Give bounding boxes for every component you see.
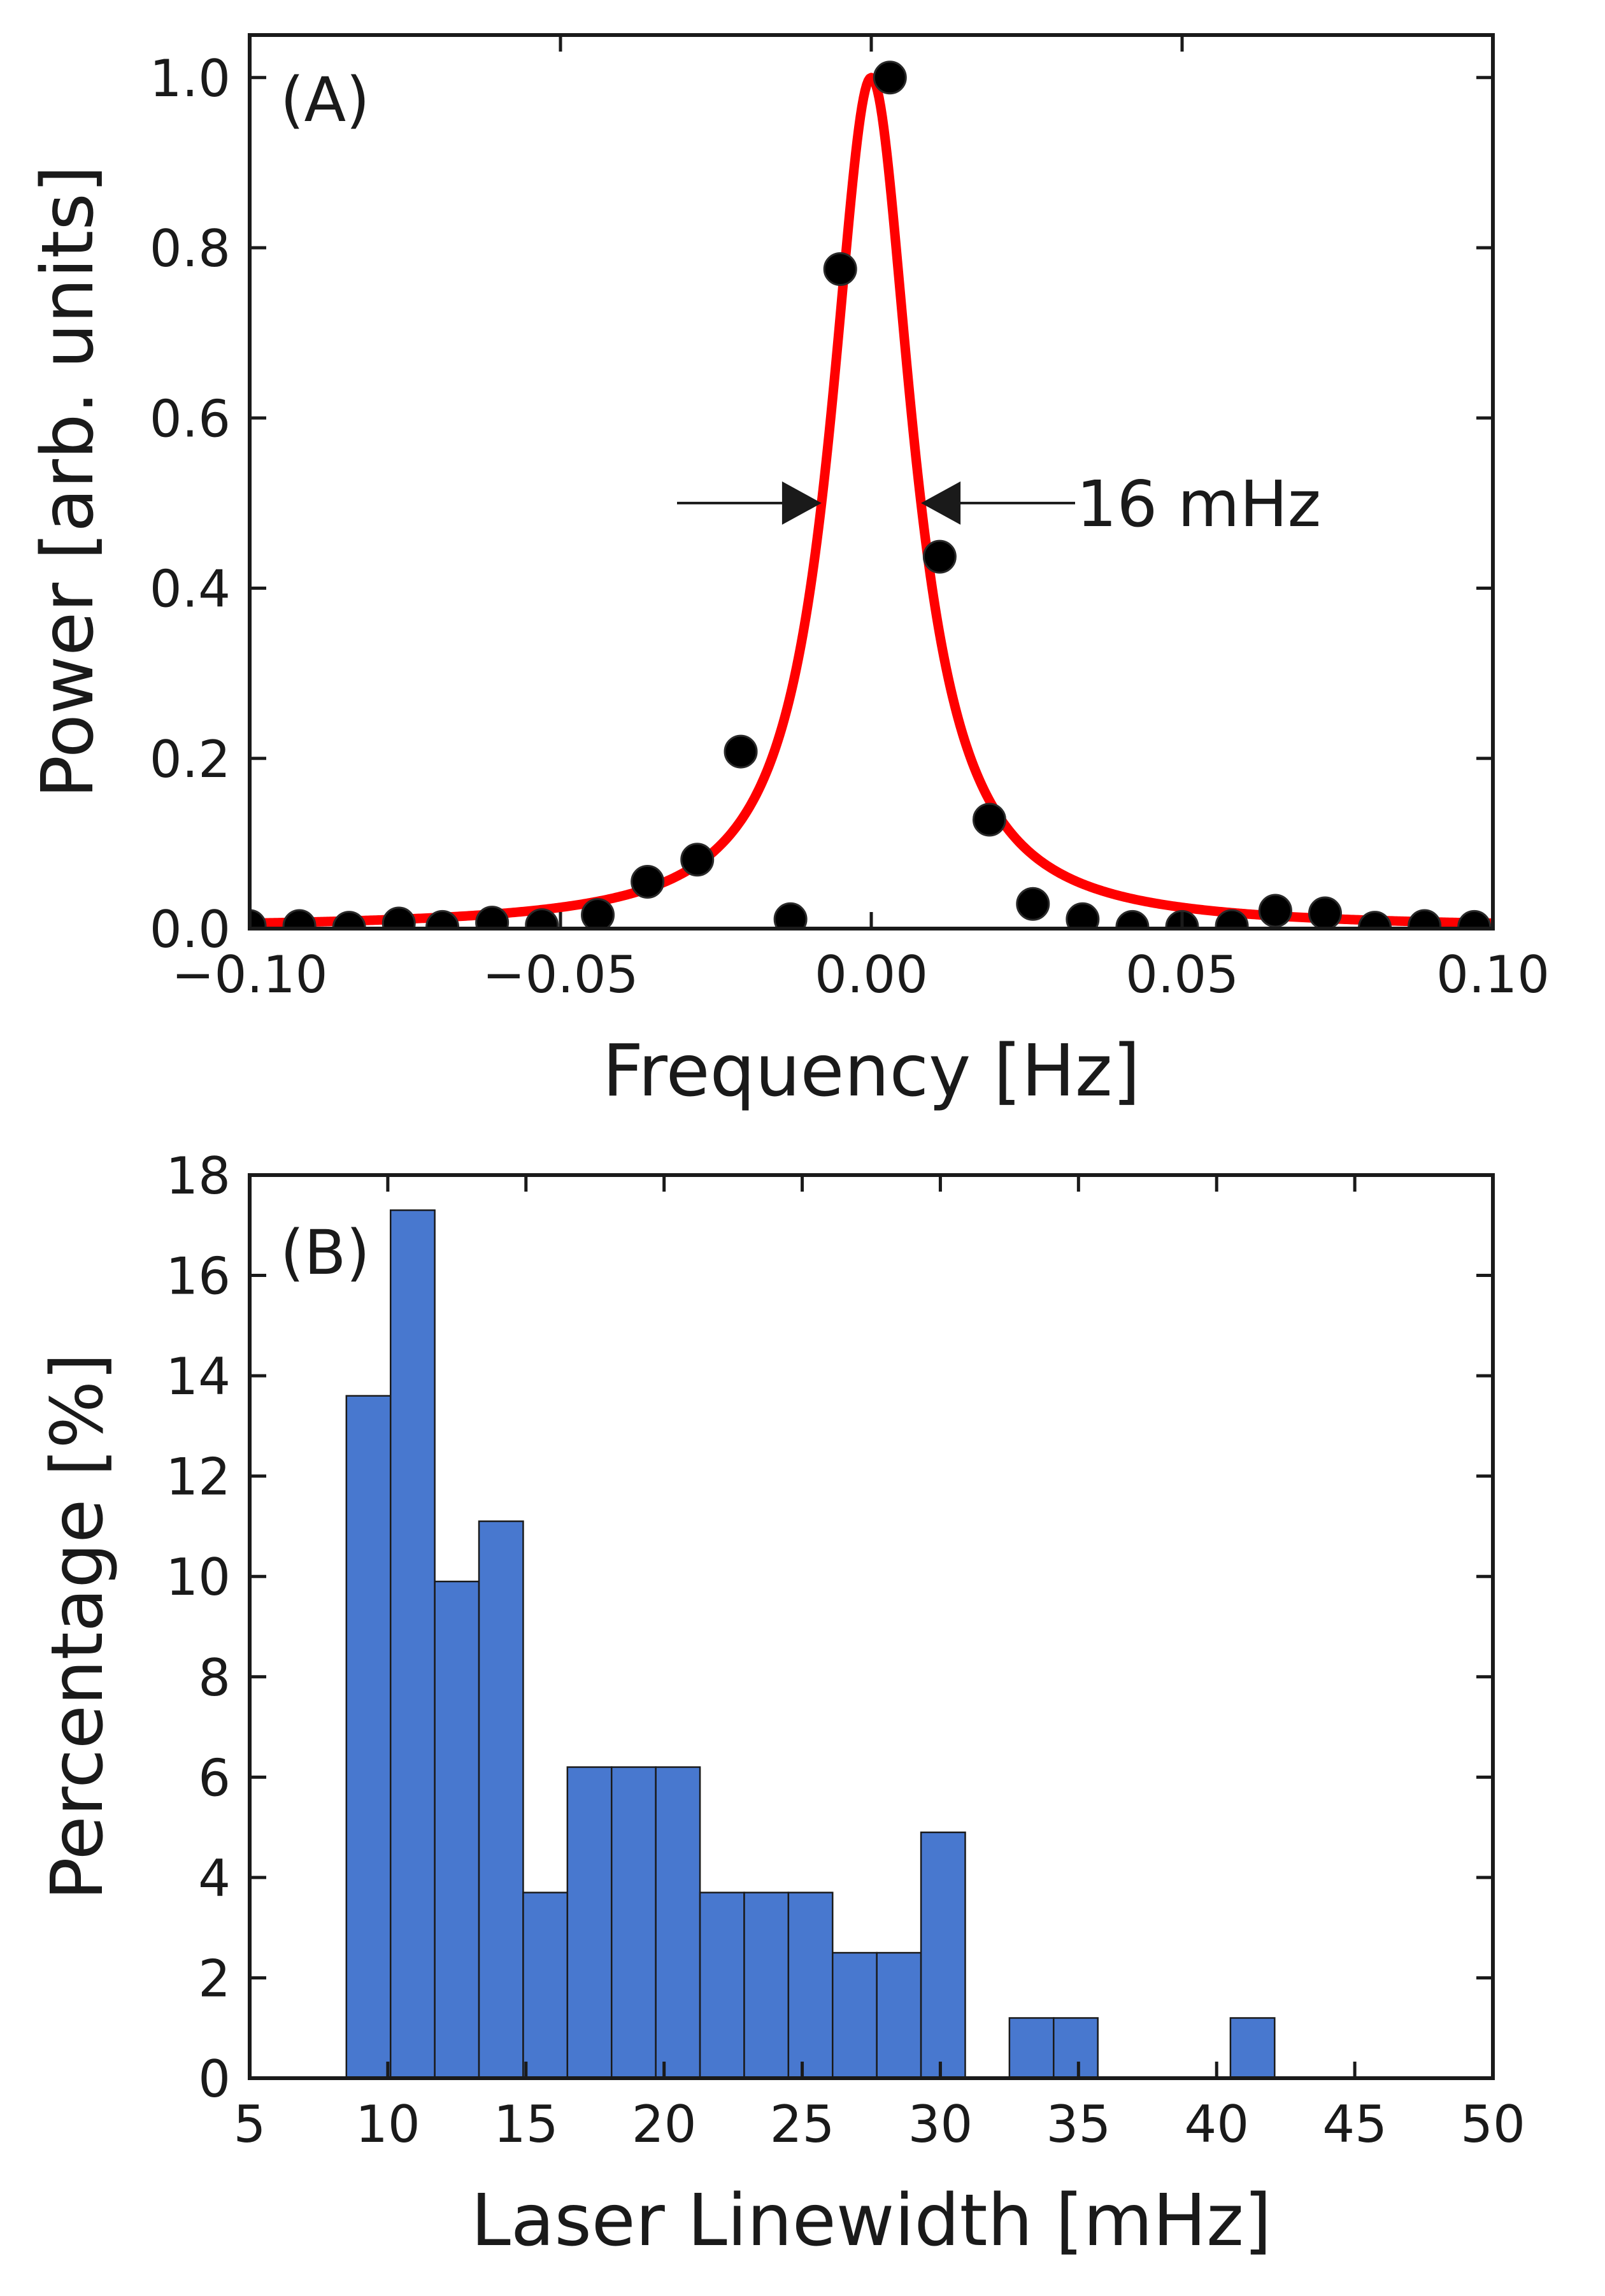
data-point	[922, 539, 957, 574]
y-tick-label: 12	[166, 1448, 231, 1507]
panel-a: −0.10 −0.05 0.00 0.05 0.10 0.0 0.2 0.4 0.6 0.8 1.0…	[27, 33, 1550, 1113]
histogram-bar	[655, 1766, 701, 2079]
data-point	[1308, 896, 1342, 929]
x-axis-label: Laser Linewidth [mHz]	[471, 2179, 1271, 2262]
histogram-bar	[610, 1766, 657, 2079]
histogram-bar	[1008, 2017, 1055, 2079]
x-tick-label: −0.10	[171, 945, 327, 1004]
data-point	[581, 898, 615, 929]
data-point	[1016, 887, 1050, 921]
histogram-bar	[876, 1951, 922, 2079]
y-tick-label: 0	[198, 2050, 231, 2109]
y-tick-label: 2	[198, 1949, 231, 2008]
data-point	[382, 906, 416, 929]
x-axis-label: Frequency [Hz]	[603, 1030, 1141, 1113]
x-tick-label: 15	[494, 2095, 559, 2154]
y-tick-label: 10	[166, 1548, 231, 1607]
y-axis-label: Percentage [%]	[36, 1353, 119, 1900]
y-tick-label: 0.6	[150, 389, 231, 448]
histogram-bar	[1053, 2017, 1099, 2079]
x-tick-label: 50	[1460, 2095, 1525, 2154]
x-tick-label: 10	[355, 2095, 420, 2154]
y-tick-label: 0.4	[150, 560, 231, 619]
panel-b: 5 10 15 20 25 30 35 40 45 50 0 2 4 6 8 10 12 14 16 18 Laser …	[36, 1146, 1525, 2262]
x-tick-label: 20	[632, 2095, 697, 2154]
histogram-bar	[832, 1951, 878, 2079]
x-tick-label: 30	[908, 2095, 973, 2154]
x-tick-label: −0.05	[482, 945, 638, 1004]
data-point	[1066, 902, 1100, 929]
panel-b-frame	[248, 1173, 1495, 2080]
x-tick-label: 0.10	[1436, 945, 1550, 1004]
y-axis-label: Power [arb. units]	[27, 166, 110, 799]
x-tick-label: 35	[1046, 2095, 1111, 2154]
histogram-bar	[920, 1831, 966, 2079]
histogram-bar	[566, 1766, 613, 2079]
y-tick-label: 1.0	[150, 49, 231, 108]
y-tick-label: 14	[166, 1347, 231, 1406]
data-point	[773, 902, 808, 929]
histogram-bar	[743, 1892, 790, 2079]
fwhm-annotation: 16 mHz	[677, 467, 1321, 541]
data-point	[873, 61, 907, 95]
y-tick-label: 16	[166, 1247, 231, 1306]
data-point	[972, 802, 1006, 837]
data-point	[250, 909, 267, 929]
x-tick-label: 40	[1184, 2095, 1249, 2154]
x-tick-label: 5	[234, 2095, 266, 2154]
x-tick-label: 0.05	[1125, 945, 1239, 1004]
panel-label-a: (A)	[280, 64, 370, 136]
fwhm-label: 16 mHz	[1076, 467, 1321, 541]
histogram-bar	[389, 1209, 436, 2079]
y-tick-label: 0.0	[150, 900, 231, 959]
y-tick-label: 0.2	[150, 730, 231, 789]
histogram-bar	[699, 1892, 745, 2079]
data-point	[1408, 909, 1442, 929]
histogram-bar	[434, 1580, 480, 2079]
histogram-bar	[345, 1395, 392, 2079]
histogram-bar	[522, 1892, 569, 2079]
data-point	[1215, 909, 1249, 929]
panel-label-b: (B)	[280, 1217, 370, 1288]
data-point	[525, 908, 559, 929]
x-tick-label: 25	[770, 2095, 835, 2154]
data-point	[631, 865, 665, 899]
data-point	[475, 906, 510, 929]
y-tick-label: 6	[198, 1748, 231, 1808]
data-point	[823, 252, 857, 286]
data-point	[282, 909, 317, 929]
fwhm-arrow-right-head	[921, 481, 961, 525]
y-tick-label: 8	[198, 1648, 231, 1708]
x-tick-label: 0.00	[815, 945, 928, 1004]
y-tick-label: 18	[166, 1146, 231, 1206]
data-point	[680, 843, 715, 877]
histogram-bar	[787, 1892, 834, 2079]
fwhm-arrow-left-head	[781, 481, 822, 525]
x-tick-label: 45	[1322, 2095, 1387, 2154]
y-tick-label: 0.8	[150, 219, 231, 278]
data-point	[724, 734, 758, 769]
data-point	[1258, 894, 1292, 928]
y-tick-label: 4	[198, 1849, 231, 1908]
histogram-bar	[478, 1520, 524, 2079]
histogram-bar	[1229, 2017, 1276, 2079]
